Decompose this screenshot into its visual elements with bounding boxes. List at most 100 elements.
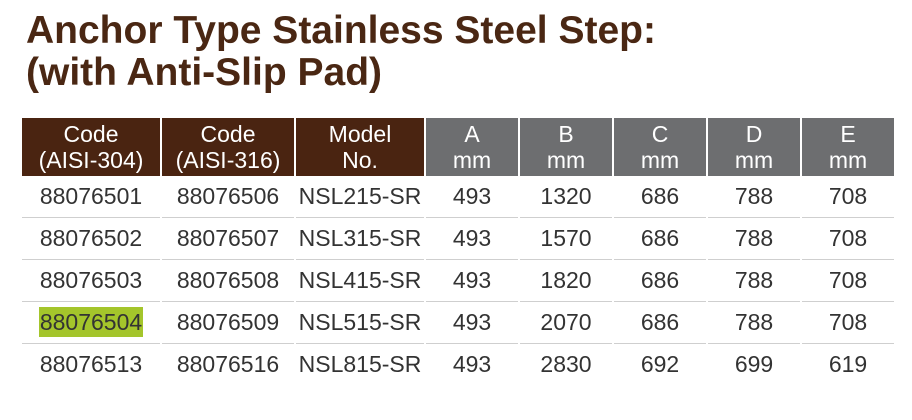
- cell-text: 493: [452, 267, 492, 293]
- table-cell: 2070: [520, 302, 612, 344]
- cell-text: 88076516: [176, 351, 280, 377]
- cell-text: 1570: [540, 225, 592, 251]
- table-cell: 788: [708, 302, 800, 344]
- cell-text: 788: [734, 225, 774, 251]
- table-cell: 1820: [520, 260, 612, 302]
- table-row: 88076504 88076509 NSL515-SR 493 2070 686 788 70…: [22, 302, 894, 344]
- cell-text: NSL815-SR: [298, 351, 422, 377]
- cell-text: 708: [828, 225, 868, 251]
- table-cell: 708: [802, 218, 894, 260]
- header-text: C: [651, 121, 669, 147]
- table-cell: 1570: [520, 218, 612, 260]
- header-text: (AISI-304): [38, 147, 144, 173]
- table-cell: 1320: [520, 176, 612, 218]
- cell-text: 493: [452, 183, 492, 209]
- cell-text: 88076503: [39, 267, 143, 293]
- header-text: A: [464, 121, 480, 147]
- table-cell: 88076509: [162, 302, 294, 344]
- table-cell: 708: [802, 302, 894, 344]
- table-cell: NSL215-SR: [296, 176, 424, 218]
- cell-text: 699: [734, 351, 774, 377]
- cell-text: 788: [734, 309, 774, 335]
- cell-text: 686: [640, 225, 680, 251]
- header-text: Code: [63, 121, 119, 147]
- table-cell: 88076516: [162, 344, 294, 385]
- table-cell: 493: [426, 302, 518, 344]
- title-line: (with Anti-Slip Pad): [26, 51, 383, 94]
- table-cell: 686: [614, 218, 706, 260]
- table-cell: 788: [708, 176, 800, 218]
- cell-text: 1320: [540, 183, 592, 209]
- cell-text: 88076506: [176, 183, 280, 209]
- header-text: mm: [546, 147, 586, 173]
- header-text: Code: [200, 121, 256, 147]
- table-cell: 493: [426, 260, 518, 302]
- table-cell: 788: [708, 218, 800, 260]
- table-cell: 88076504: [22, 302, 160, 344]
- cell-text: 88076513: [39, 351, 143, 377]
- table-cell: 699: [708, 344, 800, 385]
- cell-text: 686: [640, 183, 680, 209]
- header-cell: Model No.: [296, 118, 424, 176]
- header-text: mm: [452, 147, 492, 173]
- table-cell: 686: [614, 302, 706, 344]
- cell-text: NSL515-SR: [298, 309, 422, 335]
- table-cell: 88076507: [162, 218, 294, 260]
- cell-text: 493: [452, 351, 492, 377]
- header-text: D: [745, 121, 763, 147]
- header-text: E: [840, 121, 856, 147]
- table-cell: 88076506: [162, 176, 294, 218]
- table-cell: 708: [802, 260, 894, 302]
- table-cell: 692: [614, 344, 706, 385]
- table-cell: 493: [426, 218, 518, 260]
- cell-text: 1820: [540, 267, 592, 293]
- cell-text: 788: [734, 267, 774, 293]
- cell-text: 708: [828, 183, 868, 209]
- cell-text: 2830: [540, 351, 592, 377]
- cell-text: 88076507: [176, 225, 280, 251]
- header-text: mm: [640, 147, 680, 173]
- table-cell: 708: [802, 176, 894, 218]
- header-text: mm: [828, 147, 868, 173]
- table-cell: NSL315-SR: [296, 218, 424, 260]
- table-cell: 686: [614, 260, 706, 302]
- table-cell: 2830: [520, 344, 612, 385]
- cell-text: 88076501: [39, 183, 143, 209]
- cell-text: 493: [452, 225, 492, 251]
- cell-text: 2070: [540, 309, 592, 335]
- cell-text: 788: [734, 183, 774, 209]
- cell-text: 708: [828, 309, 868, 335]
- cell-text: 619: [828, 351, 868, 377]
- header-text: Model: [328, 121, 392, 147]
- header-cell: Code (AISI-304): [22, 118, 160, 176]
- title-line: Anchor Type Stainless Steel Step:: [26, 9, 656, 52]
- table-row: 88076513 88076516 NSL815-SR 493 2830 692 699 61…: [22, 344, 894, 385]
- table-cell: 619: [802, 344, 894, 385]
- table-cell: NSL515-SR: [296, 302, 424, 344]
- cell-text: 708: [828, 267, 868, 293]
- table-cell: NSL415-SR: [296, 260, 424, 302]
- table-cell: 493: [426, 344, 518, 385]
- table-cell: 493: [426, 176, 518, 218]
- table-cell: NSL815-SR: [296, 344, 424, 385]
- table-cell: 88076502: [22, 218, 160, 260]
- table-row: 88076503 88076508 NSL415-SR 493 1820 686 788 70…: [22, 260, 894, 302]
- cell-text: 88076502: [39, 225, 143, 251]
- header-text: B: [558, 121, 574, 147]
- cell-text: NSL215-SR: [298, 183, 422, 209]
- cell-text: NSL415-SR: [298, 267, 422, 293]
- table-cell: 88076503: [22, 260, 160, 302]
- table-cell: 686: [614, 176, 706, 218]
- cell-text: 686: [640, 309, 680, 335]
- table-row: 88076501 88076506 NSL215-SR 493 1320 686 788 70…: [22, 176, 894, 218]
- cell-text: 692: [640, 351, 680, 377]
- cell-text: 88076504: [38, 307, 144, 337]
